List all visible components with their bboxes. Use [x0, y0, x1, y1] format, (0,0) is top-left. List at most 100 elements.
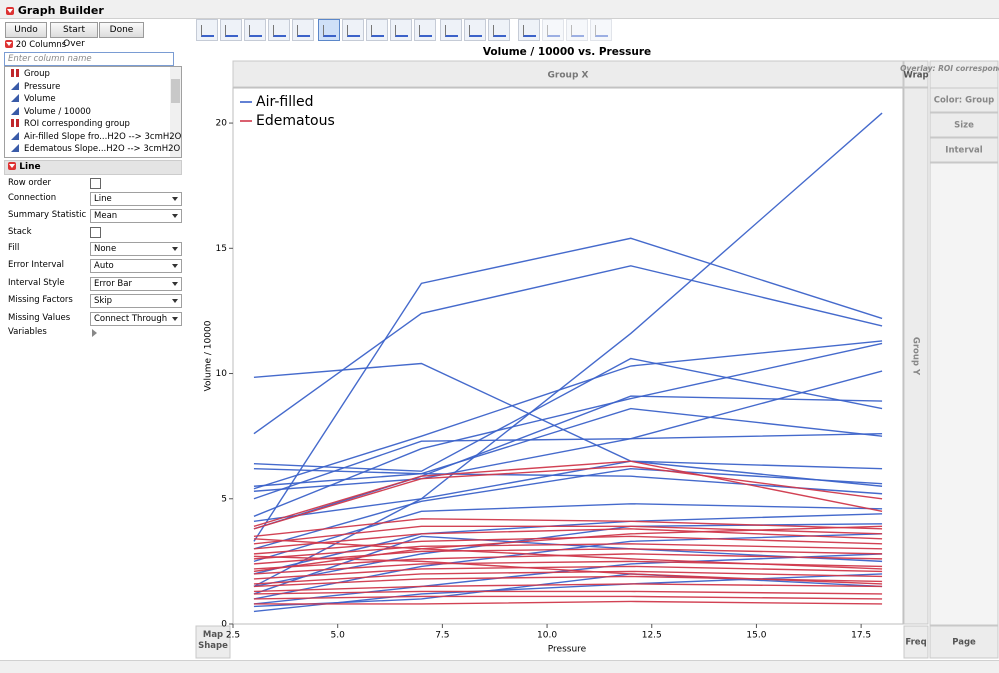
icon-glyph [225, 25, 238, 37]
freq-label: Freq [905, 638, 926, 648]
status-bar [0, 660, 999, 673]
group-x-label: Group X [548, 71, 589, 81]
x-tick-label: 10.0 [537, 631, 557, 641]
scroll-thumb[interactable] [171, 79, 180, 103]
graph-type-icon[interactable] [220, 19, 242, 41]
icon-glyph [347, 25, 360, 37]
graph-type-icon[interactable] [366, 19, 388, 41]
column-name: Edematous Slope...H2O --> 3cmH2O [24, 144, 180, 154]
x-tick-label: 7.5 [435, 631, 449, 641]
column-item[interactable]: Pressure [11, 81, 60, 93]
column-item[interactable]: Volume / 10000 [11, 106, 91, 118]
icon-glyph [469, 25, 482, 37]
legend-label: Edematous [256, 113, 335, 129]
columns-menu[interactable] [5, 40, 13, 48]
graph-type-icon[interactable] [440, 19, 462, 41]
x-tick-label: 12.5 [642, 631, 662, 641]
x-tick-label: 15.0 [746, 631, 766, 641]
graph-type-icon[interactable] [518, 19, 540, 41]
column-type-icon [11, 69, 19, 77]
column-name: Volume / 10000 [24, 107, 91, 117]
option-label: Fill [8, 241, 19, 255]
column-name: Group [24, 69, 50, 79]
option-label: Missing Factors [8, 293, 73, 307]
size-label: Size [954, 121, 974, 131]
icon-glyph [395, 25, 408, 37]
option-label: Connection [8, 191, 56, 205]
right-zone-area [930, 163, 998, 625]
summary-dropdown[interactable]: Mean [90, 209, 182, 223]
column-item[interactable]: Volume [11, 93, 56, 105]
connection-dropdown[interactable]: Line [90, 192, 182, 206]
graph-type-icon[interactable] [414, 19, 436, 41]
color-label: Color: Group [934, 96, 995, 106]
column-item[interactable]: Group [11, 68, 50, 80]
interval-style-dropdown[interactable]: Error Bar [90, 277, 182, 291]
missing-factors-dropdown[interactable]: Skip [90, 294, 182, 308]
x-tick-label: 5.0 [331, 631, 346, 641]
column-type-icon [11, 132, 19, 140]
option-label: Interval Style [8, 276, 65, 290]
start-over-button[interactable]: Start Over [50, 22, 98, 38]
column-item[interactable]: Air-filled Slope fro...H2O --> 3cmH2O [11, 131, 181, 143]
legend-label: Air-filled [256, 94, 313, 110]
column-name: ROI corresponding group [24, 119, 130, 129]
option-label: Summary Statistic [8, 208, 86, 222]
graph-type-icon[interactable] [390, 19, 412, 41]
icon-glyph [419, 25, 432, 37]
variables-disclosure[interactable] [92, 329, 97, 337]
overlay-label: Overlay: ROI corresponding ... [900, 64, 999, 73]
icon-glyph [297, 25, 310, 37]
column-type-icon [11, 94, 19, 102]
graph-type-icon[interactable] [292, 19, 314, 41]
page-label: Page [952, 638, 976, 648]
option-label: Variables [8, 325, 47, 339]
done-button[interactable]: Done [99, 22, 144, 38]
x-tick-label: 17.5 [851, 631, 871, 641]
graph-type-icon[interactable] [590, 19, 612, 41]
columns-header: 20 Columns [5, 40, 66, 50]
menu-icon[interactable] [6, 7, 14, 15]
column-type-icon [11, 119, 19, 127]
icon-glyph [323, 25, 336, 37]
title-text: Graph Builder [18, 4, 104, 17]
line-panel-title: Line [19, 162, 40, 172]
fill-dropdown[interactable]: None [90, 242, 182, 256]
column-name: Pressure [24, 82, 60, 92]
error-interval-dropdown[interactable]: Auto [90, 259, 182, 273]
stack-checkbox[interactable] [90, 227, 101, 238]
icon-glyph [201, 25, 214, 37]
icon-glyph [547, 25, 560, 37]
icon-glyph [371, 25, 384, 37]
window-title: Graph Builder [6, 4, 104, 17]
option-label: Error Interval [8, 258, 64, 272]
graph-type-icon[interactable] [196, 19, 218, 41]
missing-values-dropdown[interactable]: Connect Through [90, 312, 182, 326]
column-search[interactable]: Enter column name [4, 52, 174, 66]
graph-type-icon[interactable] [342, 19, 364, 41]
y-tick-label: 20 [216, 119, 228, 129]
column-list: Group Pressure Volume Volume / 10000 ROI cor… [4, 66, 182, 158]
column-type-icon [11, 144, 19, 152]
icon-glyph [493, 25, 506, 37]
icon-glyph [249, 25, 262, 37]
column-name: Volume [24, 94, 56, 104]
icon-glyph [595, 25, 608, 37]
graph-type-icon[interactable] [244, 19, 266, 41]
graph-type-icon[interactable] [318, 19, 340, 41]
graph-type-icon[interactable] [268, 19, 290, 41]
undo-button[interactable]: Undo [5, 22, 47, 38]
column-item[interactable]: ROI corresponding group [11, 118, 130, 130]
column-type-icon [11, 82, 19, 90]
graph-type-icon[interactable] [464, 19, 486, 41]
graph-type-icon[interactable] [542, 19, 564, 41]
icon-glyph [571, 25, 584, 37]
y-tick-label: 5 [221, 494, 227, 504]
graph-type-icon[interactable] [488, 19, 510, 41]
x-axis-label: Pressure [548, 645, 587, 655]
line-menu[interactable] [8, 162, 16, 170]
graph-type-icon[interactable] [566, 19, 588, 41]
row-order-checkbox[interactable] [90, 178, 101, 189]
column-item[interactable]: Edematous Slope...H2O --> 3cmH2O [11, 143, 180, 155]
